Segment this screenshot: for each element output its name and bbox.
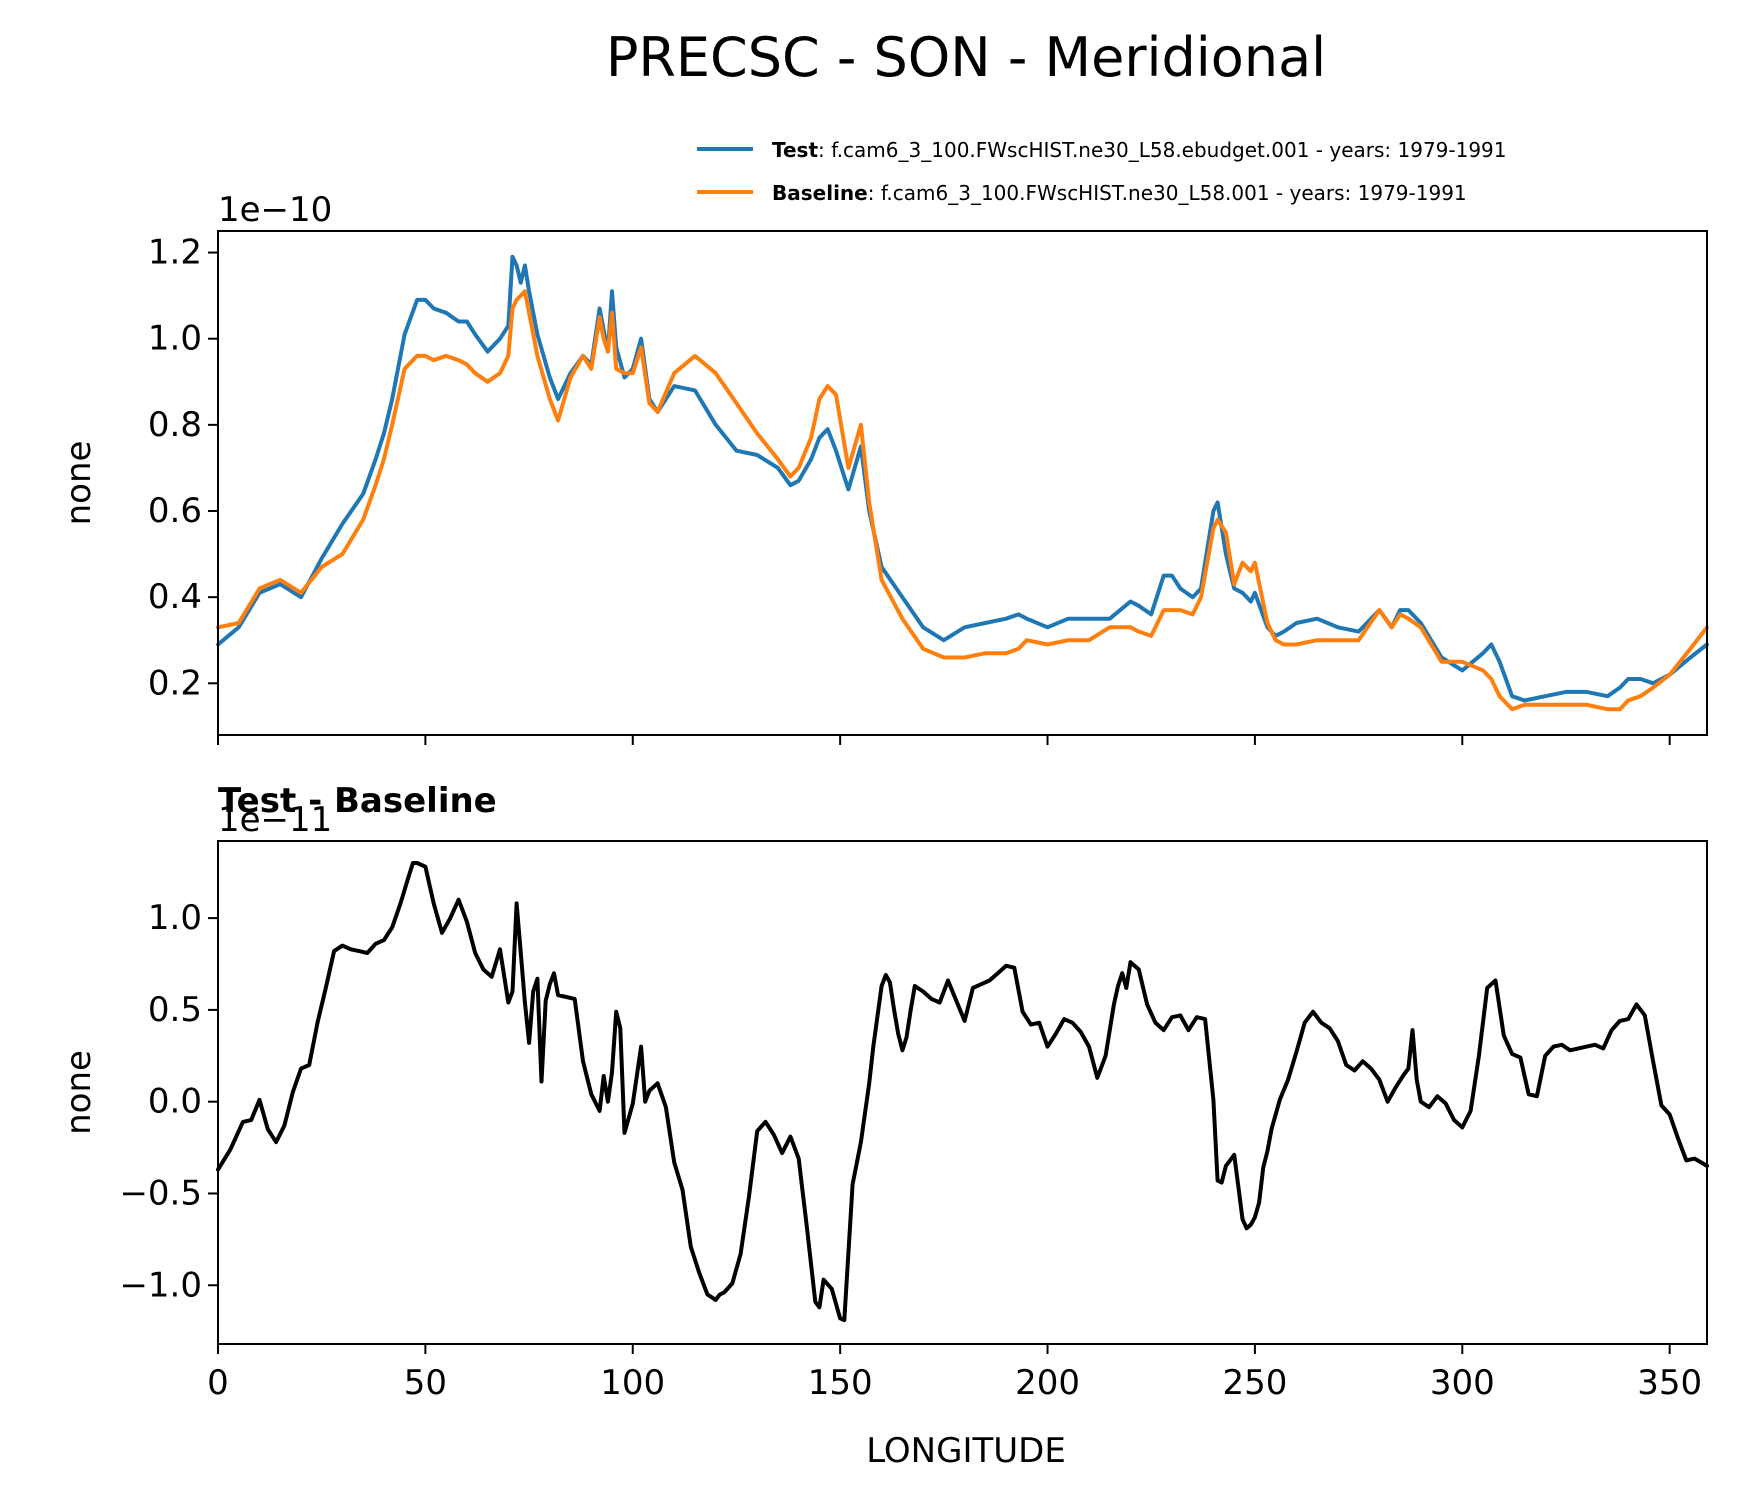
bottom-x-tick-label: 50 xyxy=(404,1363,447,1403)
bottom-subtitle: Test - Baseline xyxy=(218,781,497,821)
bottom-y-tick-label: 0.0 xyxy=(148,1082,202,1122)
top-series-test xyxy=(216,254,1709,703)
legend-name-test: Test xyxy=(772,138,818,162)
top-offset-text: 1e−10 xyxy=(218,190,332,230)
bottom-y-tick-label: 1.0 xyxy=(148,898,202,938)
legend-name-baseline: Baseline xyxy=(772,181,868,205)
top-y-tick-label: 0.8 xyxy=(148,405,202,445)
chart-title: PRECSC - SON - Meridional xyxy=(606,26,1326,89)
legend-desc-baseline: : f.cam6_3_100.FWscHIST.ne30_L58.001 - y… xyxy=(868,181,1467,205)
top-panel: 0.2 0.4 0.6 0.8 1.0 1.2 none 1e−10 xyxy=(59,190,1709,745)
bottom-x-tick-label: 0 xyxy=(207,1363,229,1403)
top-y-tick-label: 0.2 xyxy=(148,663,202,703)
top-axes-frame xyxy=(217,230,1708,736)
bottom-y-tick-label: −0.5 xyxy=(119,1173,202,1213)
top-y-tick-label: 0.6 xyxy=(148,491,202,531)
bottom-x-tick-label: 150 xyxy=(808,1363,873,1403)
bottom-x-tick-label: 200 xyxy=(1015,1363,1080,1403)
legend-desc-test: : f.cam6_3_100.FWscHIST.ne30_L58.ebudget… xyxy=(818,138,1507,162)
top-y-axis-label: none xyxy=(59,441,99,526)
top-y-tick-label: 1.2 xyxy=(148,233,202,273)
top-y-tick-label: 1.0 xyxy=(148,319,202,359)
bottom-x-tick-label: 100 xyxy=(600,1363,665,1403)
bottom-y-tick-label: −1.0 xyxy=(119,1265,202,1305)
bottom-panel: −1.0 −0.5 0.0 0.5 1.0 0 50 100 150 200 250 300 350 no… xyxy=(59,781,1709,1403)
legend: Test: f.cam6_3_100.FWscHIST.ne30_L58.ebu… xyxy=(697,138,1507,205)
bottom-y-axis-label: none xyxy=(59,1050,99,1135)
x-axis-label: LONGITUDE xyxy=(866,1431,1066,1471)
top-y-tick-label: 0.4 xyxy=(148,577,202,617)
bottom-x-tick-label: 350 xyxy=(1637,1363,1702,1403)
top-series-baseline xyxy=(216,289,1709,712)
bottom-offset-text: 1e−11 xyxy=(218,800,332,840)
bottom-x-tick-label: 300 xyxy=(1430,1363,1495,1403)
legend-label-baseline: Baseline: f.cam6_3_100.FWscHIST.ne30_L58… xyxy=(772,181,1467,205)
bottom-series-diff xyxy=(216,861,1709,1323)
bottom-axes-frame xyxy=(217,840,1708,1345)
bottom-y-tick-label: 0.5 xyxy=(148,990,202,1030)
bottom-x-tick-label: 250 xyxy=(1222,1363,1287,1403)
legend-label-test: Test: f.cam6_3_100.FWscHIST.ne30_L58.ebu… xyxy=(772,138,1507,162)
